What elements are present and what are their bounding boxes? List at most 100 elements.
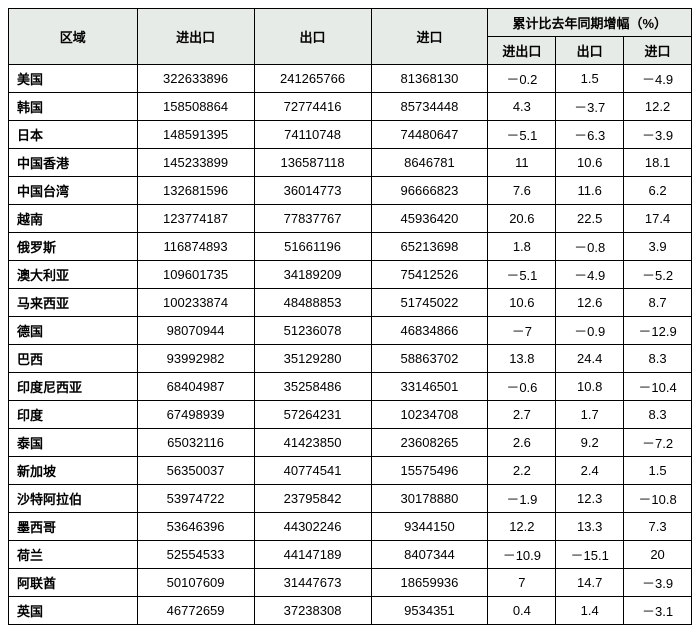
cell-growth-export: 12.3 [556, 485, 624, 513]
cell-growth-export: －15.1 [556, 541, 624, 569]
cell-growth-import: 8.3 [624, 345, 692, 373]
cell-growth-total: 13.8 [488, 345, 556, 373]
cell-total: 158508864 [137, 93, 254, 121]
cell-growth-export: 22.5 [556, 205, 624, 233]
cell-growth-export: 11.6 [556, 177, 624, 205]
cell-export: 51236078 [254, 317, 371, 345]
region: 印度尼西亚 [9, 373, 138, 401]
cell-import: 75412526 [371, 261, 488, 289]
cell-import: 81368130 [371, 65, 488, 93]
cell-import: 8646781 [371, 149, 488, 177]
table-body: 美国32263389624126576681368130－0.21.5－4.9韩… [9, 65, 692, 625]
cell-total: 98070944 [137, 317, 254, 345]
cell-total: 52554533 [137, 541, 254, 569]
table-header: 区域 进出口 出口 进口 累计比去年同期增幅（%） 进出口 出口 进口 [9, 9, 692, 65]
cell-growth-total: 10.6 [488, 289, 556, 317]
cell-growth-export: 14.7 [556, 569, 624, 597]
region: 中国香港 [9, 149, 138, 177]
cell-growth-import: 12.2 [624, 93, 692, 121]
cell-growth-import: 20 [624, 541, 692, 569]
cell-growth-total: 2.6 [488, 429, 556, 457]
cell-growth-import: 18.1 [624, 149, 692, 177]
cell-growth-import: 6.2 [624, 177, 692, 205]
table-row: 荷兰52554533441471898407344－10.9－15.120 [9, 541, 692, 569]
cell-import: 15575496 [371, 457, 488, 485]
cell-growth-total: －7 [488, 317, 556, 345]
region: 沙特阿拉伯 [9, 485, 138, 513]
table-row: 日本1485913957411074874480647－5.1－6.3－3.9 [9, 121, 692, 149]
cell-growth-import: －5.2 [624, 261, 692, 289]
table-row: 泰国6503211641423850236082652.69.2－7.2 [9, 429, 692, 457]
table-row: 澳大利亚1096017353418920975412526－5.1－4.9－5.… [9, 261, 692, 289]
cell-growth-total: －5.1 [488, 261, 556, 289]
region: 泰国 [9, 429, 138, 457]
cell-growth-import: 3.9 [624, 233, 692, 261]
cell-growth-export: 24.4 [556, 345, 624, 373]
trade-table: 区域 进出口 出口 进口 累计比去年同期增幅（%） 进出口 出口 进口 美国32… [8, 8, 692, 625]
region: 澳大利亚 [9, 261, 138, 289]
region: 俄罗斯 [9, 233, 138, 261]
cell-export: 35258486 [254, 373, 371, 401]
cell-total: 100233874 [137, 289, 254, 317]
cell-growth-total: －0.6 [488, 373, 556, 401]
cell-export: 23795842 [254, 485, 371, 513]
cell-growth-total: 20.6 [488, 205, 556, 233]
cell-total: 68404987 [137, 373, 254, 401]
cell-growth-import: －3.1 [624, 597, 692, 625]
cell-export: 72774416 [254, 93, 371, 121]
cell-export: 34189209 [254, 261, 371, 289]
cell-growth-total: 12.2 [488, 513, 556, 541]
cell-import: 46834866 [371, 317, 488, 345]
cell-growth-export: 1.4 [556, 597, 624, 625]
cell-import: 23608265 [371, 429, 488, 457]
cell-growth-total: 0.4 [488, 597, 556, 625]
cell-total: 132681596 [137, 177, 254, 205]
cell-growth-export: －6.3 [556, 121, 624, 149]
col-growth-total: 进出口 [488, 37, 556, 65]
cell-growth-export: 13.3 [556, 513, 624, 541]
cell-growth-export: －0.9 [556, 317, 624, 345]
cell-growth-total: 4.3 [488, 93, 556, 121]
region: 墨西哥 [9, 513, 138, 541]
col-region: 区域 [9, 9, 138, 65]
region: 越南 [9, 205, 138, 233]
table-row: 印度尼西亚684049873525848633146501－0.610.8－10… [9, 373, 692, 401]
col-growth-import: 进口 [624, 37, 692, 65]
col-growth-group: 累计比去年同期增幅（%） [488, 9, 692, 37]
table-row: 德国980709445123607846834866－7－0.9－12.9 [9, 317, 692, 345]
table-row: 墨西哥5364639644302246934415012.213.37.3 [9, 513, 692, 541]
table-row: 沙特阿拉伯539747222379584230178880－1.912.3－10… [9, 485, 692, 513]
col-growth-export: 出口 [556, 37, 624, 65]
region: 德国 [9, 317, 138, 345]
cell-growth-import: －12.9 [624, 317, 692, 345]
region: 英国 [9, 597, 138, 625]
cell-export: 37238308 [254, 597, 371, 625]
cell-total: 93992982 [137, 345, 254, 373]
cell-import: 9344150 [371, 513, 488, 541]
cell-export: 48488853 [254, 289, 371, 317]
cell-import: 9534351 [371, 597, 488, 625]
cell-export: 57264231 [254, 401, 371, 429]
region: 阿联酋 [9, 569, 138, 597]
cell-growth-import: 8.7 [624, 289, 692, 317]
cell-growth-import: 7.3 [624, 513, 692, 541]
cell-total: 116874893 [137, 233, 254, 261]
col-import: 进口 [371, 9, 488, 65]
table-row: 英国467726593723830895343510.41.4－3.1 [9, 597, 692, 625]
cell-export: 36014773 [254, 177, 371, 205]
table-row: 韩国15850886472774416857344484.3－3.712.2 [9, 93, 692, 121]
cell-growth-total: 7 [488, 569, 556, 597]
cell-export: 77837767 [254, 205, 371, 233]
cell-growth-import: －7.2 [624, 429, 692, 457]
cell-growth-export: 10.8 [556, 373, 624, 401]
cell-total: 322633896 [137, 65, 254, 93]
cell-growth-import: －3.9 [624, 569, 692, 597]
cell-growth-total: －1.9 [488, 485, 556, 513]
table-row: 马来西亚100233874484888535174502210.612.68.7 [9, 289, 692, 317]
cell-export: 241265766 [254, 65, 371, 93]
region: 新加坡 [9, 457, 138, 485]
cell-growth-export: 9.2 [556, 429, 624, 457]
cell-total: 145233899 [137, 149, 254, 177]
cell-growth-export: －0.8 [556, 233, 624, 261]
cell-export: 31447673 [254, 569, 371, 597]
